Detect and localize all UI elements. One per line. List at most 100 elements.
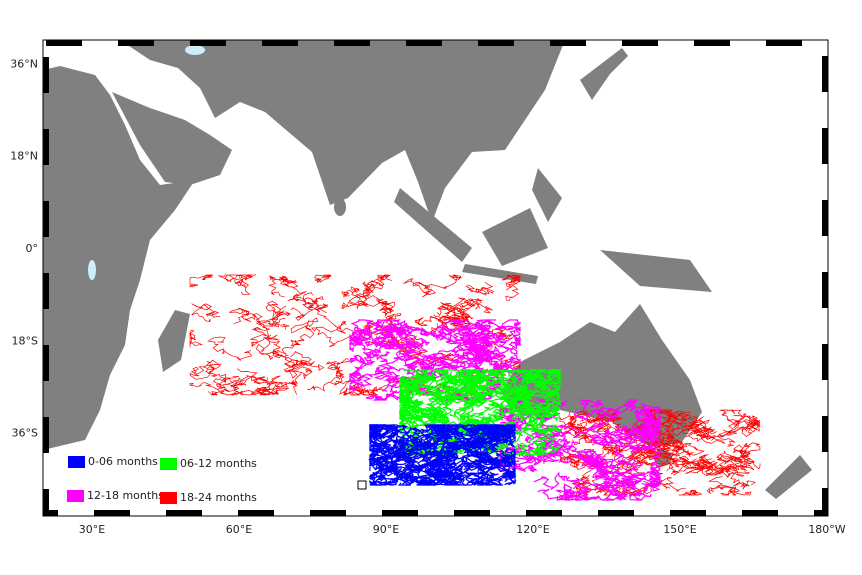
legend: 0-06 months 06-12 months 12-18 months 18-24… [67,455,257,504]
trajectory [379,449,441,465]
trajectory [465,281,494,296]
trajectory [191,303,221,323]
trajectory [423,274,463,290]
trajectory [559,455,585,468]
trajectory [276,373,302,395]
trajectory [509,385,562,400]
trajectory [641,433,661,469]
trajectory [685,460,714,475]
trajectory [472,349,495,365]
trajectory [501,319,521,337]
trajectory [559,409,603,426]
caspian [185,45,205,55]
trajectory [290,296,324,321]
trajectory [466,339,500,366]
trajectory [576,450,625,466]
trajectory [362,348,391,362]
trajectory [491,424,517,444]
trajectory [207,386,241,396]
trajectory [428,441,459,466]
trajectory [453,429,485,445]
trajectory [401,406,434,424]
arabia [112,92,232,185]
trajectory [311,320,350,348]
trajectory [255,309,285,326]
trajectory [629,440,655,454]
trajectory [436,324,494,342]
legend-label: 12-18 months [87,489,164,502]
trajectory [188,274,214,288]
sri-lanka [334,198,346,216]
lat-tick-label: 36°S [12,427,38,440]
trajectory [640,403,661,417]
trajectory [693,456,743,476]
lon-tick-label: 120°E [516,523,549,536]
trajectory [440,380,471,403]
trajectory [723,415,761,434]
trajectory [487,432,517,444]
trajectory [730,471,756,490]
trajectory [348,370,383,392]
trajectory [368,433,408,447]
philippines [532,168,562,222]
trajectory [491,423,514,439]
japan [580,48,628,100]
trajectory [505,416,540,430]
trajectory [616,482,652,501]
trajectory [239,307,290,330]
trajectory [252,375,281,396]
trajectory [591,425,636,446]
trajectory [501,471,517,486]
trajectory [741,419,761,437]
trajectory [416,469,476,486]
trajectory [370,274,392,286]
trajectory [290,317,319,342]
trajectory [587,449,615,480]
trajectory [546,443,584,460]
trajectory [433,331,469,347]
trajectory [674,441,705,456]
trajectory [458,369,481,384]
trajectory [410,435,441,453]
trajectory [473,469,517,486]
trajectory [634,410,661,425]
trajectory [644,474,662,492]
lat-tick-label: 0° [26,242,39,255]
trajectory [638,468,662,485]
trajectory [368,442,394,467]
trajectory [482,368,505,382]
trajectory [612,486,648,501]
trajectory [356,282,384,301]
trajectory [362,280,380,293]
trajectory [412,427,448,440]
trajectory [307,370,345,392]
trajectory [624,471,647,486]
trajectory [369,471,387,486]
trajectory [460,322,487,344]
trajectory [393,349,437,361]
trajectory [505,274,522,301]
lake [88,260,96,280]
trajectory [706,484,740,496]
trajectory [584,403,652,432]
trajectory [446,313,471,326]
trajectory [523,447,548,457]
trajectory [499,395,546,417]
trajectory [421,371,467,394]
trajectory [487,379,512,400]
trajectory [445,453,487,468]
trajectory [534,418,558,437]
trajectory [467,389,519,411]
trajectory [579,399,604,411]
asia [120,40,565,222]
borneo [482,208,548,266]
trajectory [420,319,463,337]
trajectory [532,427,561,447]
trajectory [430,395,453,411]
trajectory [457,322,492,345]
trajectory [508,335,522,350]
trajectory [374,325,405,352]
trajectory [349,354,370,372]
trajectory [437,385,465,404]
lat-tick-label: 36°N [10,57,38,70]
